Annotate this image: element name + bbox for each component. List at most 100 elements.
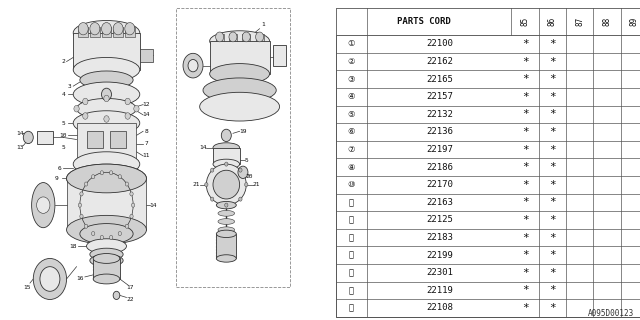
Circle shape <box>78 23 88 35</box>
Text: 4: 4 <box>61 92 65 97</box>
Bar <box>93 259 120 279</box>
Bar <box>125 27 135 37</box>
Circle shape <box>100 236 104 239</box>
Bar <box>102 27 111 37</box>
Polygon shape <box>210 41 269 74</box>
Ellipse shape <box>73 111 140 135</box>
Text: 12: 12 <box>143 102 150 107</box>
Text: 22162: 22162 <box>426 57 452 66</box>
Ellipse shape <box>216 255 236 262</box>
Circle shape <box>83 113 88 119</box>
Circle shape <box>109 171 113 175</box>
Ellipse shape <box>210 64 269 84</box>
Text: ⑰: ⑰ <box>349 303 354 313</box>
Text: *: * <box>522 109 529 119</box>
Circle shape <box>125 224 129 228</box>
Text: 20: 20 <box>246 174 253 179</box>
Bar <box>243 34 250 43</box>
Text: 22301: 22301 <box>426 268 452 277</box>
Text: 21: 21 <box>253 182 260 187</box>
Text: 22197: 22197 <box>426 145 452 154</box>
Bar <box>36 131 53 144</box>
Ellipse shape <box>93 274 120 284</box>
Text: 14: 14 <box>143 112 150 117</box>
Circle shape <box>211 168 214 172</box>
Text: *: * <box>549 303 556 313</box>
Text: ⑮: ⑮ <box>349 268 354 277</box>
Text: *: * <box>522 233 529 243</box>
Ellipse shape <box>90 254 123 267</box>
Ellipse shape <box>213 159 239 169</box>
Text: *: * <box>549 39 556 49</box>
Ellipse shape <box>200 92 280 121</box>
Text: ⑩: ⑩ <box>348 180 355 189</box>
Circle shape <box>80 192 83 196</box>
Ellipse shape <box>210 31 269 51</box>
Ellipse shape <box>218 227 235 233</box>
Text: 5: 5 <box>244 157 248 163</box>
Circle shape <box>125 23 135 35</box>
Polygon shape <box>73 33 140 70</box>
Text: 13: 13 <box>16 145 24 150</box>
Text: *: * <box>549 197 556 207</box>
Text: 22170: 22170 <box>426 180 452 189</box>
Circle shape <box>211 197 214 201</box>
Text: 86: 86 <box>548 17 557 26</box>
Text: *: * <box>522 92 529 102</box>
Circle shape <box>74 105 79 112</box>
Circle shape <box>130 214 133 219</box>
Circle shape <box>238 166 248 179</box>
Ellipse shape <box>93 253 120 263</box>
Text: PARTS CORD: PARTS CORD <box>397 17 451 26</box>
Ellipse shape <box>77 99 136 119</box>
Text: 22108: 22108 <box>426 303 452 313</box>
Text: 22100: 22100 <box>426 39 452 49</box>
Text: 22157: 22157 <box>426 92 452 101</box>
Circle shape <box>239 197 242 201</box>
Circle shape <box>134 105 139 112</box>
Text: 14: 14 <box>199 145 207 150</box>
Bar <box>255 34 264 43</box>
Circle shape <box>183 53 203 78</box>
Circle shape <box>221 129 231 141</box>
Text: A095D00123: A095D00123 <box>588 309 634 318</box>
Text: 9: 9 <box>54 176 58 181</box>
Text: ⑪: ⑪ <box>349 198 354 207</box>
Text: *: * <box>549 215 556 225</box>
Text: *: * <box>549 57 556 67</box>
Text: *: * <box>549 92 556 102</box>
Bar <box>140 49 153 61</box>
Circle shape <box>102 23 111 35</box>
Circle shape <box>84 224 88 228</box>
Text: 11: 11 <box>143 153 150 158</box>
Ellipse shape <box>67 215 147 244</box>
Ellipse shape <box>216 230 236 237</box>
Text: ①: ① <box>348 39 355 49</box>
Text: *: * <box>549 74 556 84</box>
Circle shape <box>78 203 81 207</box>
Text: *: * <box>549 145 556 155</box>
Text: *: * <box>522 303 529 313</box>
Text: *: * <box>549 250 556 260</box>
Circle shape <box>23 131 33 144</box>
Text: ②: ② <box>348 57 355 66</box>
Text: ⑤: ⑤ <box>348 110 355 119</box>
Bar <box>113 27 123 37</box>
Circle shape <box>130 192 133 196</box>
Ellipse shape <box>218 219 235 224</box>
Circle shape <box>216 32 223 42</box>
Text: *: * <box>522 268 529 278</box>
Ellipse shape <box>80 224 133 244</box>
Text: *: * <box>522 74 529 84</box>
Ellipse shape <box>73 82 140 107</box>
Bar <box>90 27 100 37</box>
Circle shape <box>125 113 131 119</box>
Circle shape <box>131 203 135 207</box>
Text: 21: 21 <box>193 182 200 187</box>
Circle shape <box>36 197 50 213</box>
Text: ⑬: ⑬ <box>349 233 354 242</box>
Text: ⑯: ⑯ <box>349 286 354 295</box>
Text: *: * <box>549 268 556 278</box>
Text: *: * <box>549 233 556 243</box>
Text: *: * <box>549 285 556 295</box>
